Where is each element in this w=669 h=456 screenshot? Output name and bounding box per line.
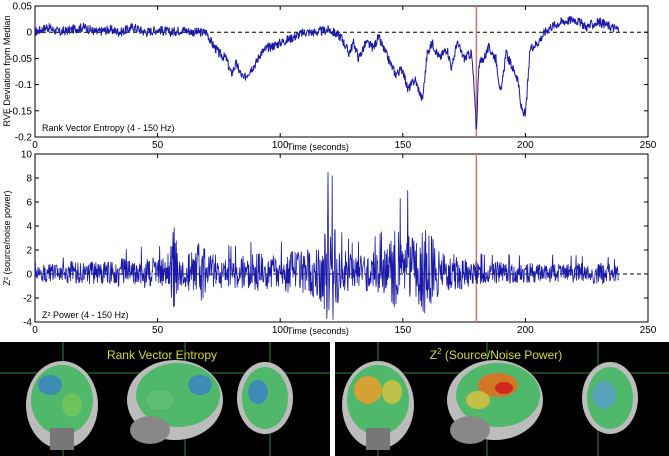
- x-tick-label: 50: [152, 325, 164, 336]
- z2-series-line: [34, 172, 619, 320]
- x-tick-label: 150: [394, 325, 411, 336]
- brain-panel-z2: Z2 (Source/Noise Power): [335, 342, 669, 456]
- x-tick-label: 100: [272, 325, 289, 336]
- z2-x-ticks: 0 50 100 150 200 250: [32, 154, 657, 336]
- y-tick-label: 4: [26, 222, 32, 233]
- y-tick-label: -0.2: [15, 133, 33, 144]
- z2-y-ticks: 10 8 6 4 2 0 -2 -4: [21, 150, 648, 329]
- brain-axial-view: [582, 362, 638, 434]
- x-tick-label: 250: [640, 140, 657, 151]
- z2-y-axis-label: Z² (source/noise power): [2, 190, 12, 285]
- z2-inner-label: Z² Power (4 - 150 Hz): [42, 310, 129, 320]
- x-tick-label: 200: [517, 140, 534, 151]
- x-tick-label: 0: [32, 140, 38, 151]
- x-tick-label: 100: [272, 140, 289, 151]
- y-tick-label: 6: [26, 198, 32, 209]
- rve-x-axis-label: Time (seconds): [287, 142, 349, 152]
- y-tick-label: -0.15: [9, 106, 32, 117]
- rve-chart: 0.050-0.05-0.1-0.15-0.2 0 50 100 150 200 250 …: [2, 2, 657, 153]
- rve-inner-label: Rank Vector Entropy (4 - 150 Hz): [42, 123, 175, 133]
- rve-x-ticks: 0 50 100 150 200 250: [32, 6, 657, 151]
- x-tick-label: 250: [640, 325, 657, 336]
- brain-coronal-view: [342, 361, 414, 450]
- z2-plot-frame: [34, 153, 649, 323]
- y-tick-label: 0.05: [13, 2, 33, 13]
- z2-chart: 10 8 6 4 2 0 -2 -4 0 50 100 150 200 250 Z² (source/n…: [2, 150, 657, 337]
- y-tick-label: 0: [26, 270, 32, 281]
- brain-panel-z2-title: Z2 (Source/Noise Power): [430, 347, 563, 362]
- x-tick-label: 200: [517, 325, 534, 336]
- brain-sagittal-view: [127, 360, 223, 444]
- x-tick-label: 50: [152, 140, 164, 151]
- y-tick-label: 2: [26, 246, 32, 257]
- y-tick-label: 0: [26, 28, 32, 39]
- y-tick-label: 8: [26, 174, 32, 185]
- brain-panel-rve: Rank Vector Entropy: [0, 342, 330, 456]
- rve-y-axis-label: RVE Deviation from Median: [2, 16, 12, 127]
- brain-axial-view: [237, 362, 293, 434]
- y-tick-label: -0.1: [15, 80, 33, 91]
- x-tick-label: 150: [394, 140, 411, 151]
- brain-panel-rve-title: Rank Vector Entropy: [107, 348, 217, 362]
- y-tick-label: -4: [23, 318, 32, 329]
- brain-sagittal-view: [447, 360, 543, 444]
- brain-coronal-view: [26, 361, 98, 450]
- z2-x-axis-label: Time (seconds): [287, 326, 349, 336]
- rve-plot-frame: [34, 5, 649, 138]
- y-tick-label: -2: [23, 294, 32, 305]
- y-tick-label: 10: [21, 150, 33, 161]
- x-tick-label: 0: [32, 325, 38, 336]
- y-tick-label: -0.05: [9, 54, 32, 65]
- rve-series-line: [34, 15, 620, 130]
